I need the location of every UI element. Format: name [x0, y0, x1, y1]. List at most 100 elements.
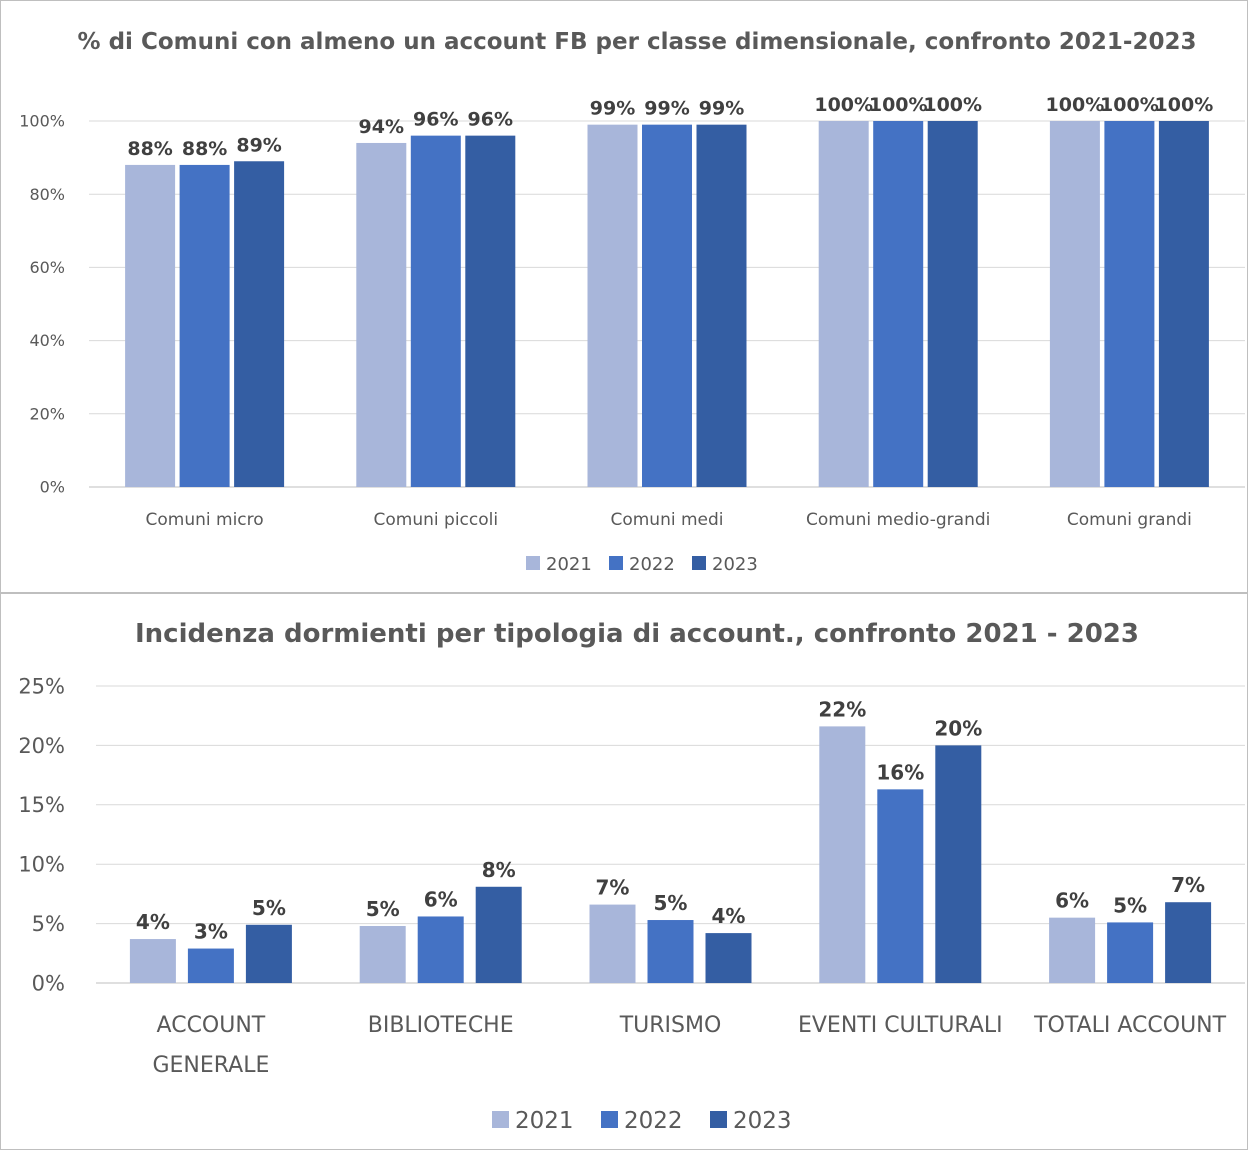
bar-2023 — [935, 745, 982, 983]
category-label: Comuni medio-grandi — [806, 510, 990, 530]
legend-swatch-2022 — [601, 1111, 618, 1128]
category-label: BIBLIOTECHE — [368, 1013, 514, 1038]
bar-2022 — [187, 948, 234, 983]
legend-label-2023: 2023 — [712, 554, 758, 575]
y-tick-label: 5% — [32, 912, 65, 936]
y-tick-label: 15% — [18, 793, 65, 817]
bar-2022 — [1104, 121, 1155, 487]
data-label: 8% — [482, 858, 516, 882]
data-label: 99% — [644, 98, 689, 120]
data-label: 94% — [359, 116, 404, 138]
bar-2022 — [417, 916, 464, 983]
y-tick-label: 40% — [29, 331, 65, 350]
y-tick-label: 60% — [29, 258, 65, 277]
bar-2023 — [927, 121, 978, 487]
data-label: 3% — [194, 920, 228, 944]
bar-2021 — [356, 142, 407, 487]
y-tick-label: 20% — [29, 404, 65, 423]
legend-label-2022: 2022 — [629, 554, 675, 575]
chart-panel-comuni: % di Comuni con almeno un account FB per… — [0, 0, 1248, 593]
bar-2021 — [589, 904, 636, 983]
bar-2022 — [410, 135, 461, 487]
bar-2021 — [587, 124, 638, 487]
data-label: 22% — [818, 697, 866, 721]
category-label: TOTALI ACCOUNT — [1033, 1013, 1227, 1038]
bar-2023 — [465, 135, 516, 487]
bar-2022 — [873, 121, 924, 487]
bar-2023 — [696, 124, 747, 487]
data-label: 88% — [127, 138, 172, 160]
bar-2021 — [1049, 121, 1100, 487]
bar-2021 — [819, 726, 866, 983]
data-label: 100% — [1100, 94, 1159, 116]
y-tick-label: 80% — [29, 185, 65, 204]
chart-panel-dormienti: Incidenza dormienti per tipologia di acc… — [0, 593, 1248, 1150]
legend-label-2021: 2021 — [515, 1108, 574, 1134]
data-label: 100% — [814, 94, 873, 116]
bar-2021 — [125, 164, 176, 488]
chart-dormienti: Incidenza dormienti per tipologia di acc… — [18, 619, 1245, 1134]
category-label: GENERALE — [152, 1053, 269, 1078]
data-label: 4% — [712, 904, 746, 928]
y-tick-label: 20% — [18, 734, 65, 758]
bar-2023 — [475, 886, 522, 983]
y-tick-label: 0% — [32, 971, 65, 995]
bar-2021 — [129, 939, 176, 983]
data-label: 5% — [1113, 893, 1147, 917]
data-label: 5% — [252, 896, 286, 920]
category-label: EVENTI CULTURALI — [798, 1013, 1003, 1038]
y-tick-label: 100% — [19, 112, 65, 131]
data-label: 100% — [1046, 94, 1105, 116]
chart-title: % di Comuni con almeno un account FB per… — [78, 29, 1197, 55]
data-label: 100% — [869, 94, 928, 116]
legend-label-2023: 2023 — [733, 1108, 792, 1134]
category-label: Comuni micro — [146, 510, 264, 530]
chart-title: Incidenza dormienti per tipologia di acc… — [135, 619, 1139, 649]
data-label: 7% — [1171, 873, 1205, 897]
legend-swatch-2022 — [609, 556, 623, 570]
data-label: 99% — [590, 98, 635, 120]
data-label: 20% — [934, 716, 982, 740]
bar-2022 — [1107, 922, 1154, 983]
bar-2021 — [359, 925, 406, 983]
data-label: 6% — [1055, 889, 1089, 913]
bar-2023 — [234, 161, 285, 487]
legend-swatch-2023 — [692, 556, 706, 570]
y-tick-label: 25% — [18, 674, 65, 698]
data-label: 89% — [236, 134, 281, 156]
data-label: 7% — [596, 876, 630, 900]
category-label: TURISMO — [619, 1013, 722, 1038]
data-label: 96% — [468, 109, 513, 131]
data-label: 100% — [923, 94, 982, 116]
data-label: 5% — [654, 891, 688, 915]
bar-2022 — [179, 164, 230, 488]
legend-swatch-2023 — [710, 1111, 727, 1128]
bar-2022 — [877, 789, 924, 983]
bar-2021 — [818, 121, 869, 487]
legend-label-2021: 2021 — [546, 554, 592, 575]
data-label: 16% — [876, 760, 924, 784]
category-label: Comuni medi — [610, 510, 723, 530]
legend-swatch-2021 — [492, 1111, 509, 1128]
legend-label-2022: 2022 — [624, 1108, 683, 1134]
y-tick-label: 10% — [18, 853, 65, 877]
category-label: Comuni grandi — [1067, 510, 1192, 530]
data-label: 100% — [1155, 94, 1214, 116]
bar-2023 — [1158, 121, 1209, 487]
chart-comuni-fb: % di Comuni con almeno un account FB per… — [19, 29, 1245, 575]
category-label: ACCOUNT — [157, 1013, 266, 1038]
data-label: 6% — [424, 887, 458, 911]
bar-2022 — [642, 124, 692, 487]
data-label: 96% — [413, 109, 458, 131]
data-label: 99% — [699, 98, 744, 120]
bar-2021 — [1049, 917, 1096, 983]
bar-2023 — [245, 924, 292, 983]
bar-2023 — [1165, 902, 1212, 983]
bar-2022 — [647, 920, 694, 983]
y-tick-label: 0% — [40, 478, 65, 497]
data-label: 4% — [136, 910, 170, 934]
bar-2023 — [705, 933, 752, 983]
data-label: 88% — [182, 138, 227, 160]
data-label: 5% — [366, 897, 400, 921]
category-label: Comuni piccoli — [374, 510, 499, 530]
